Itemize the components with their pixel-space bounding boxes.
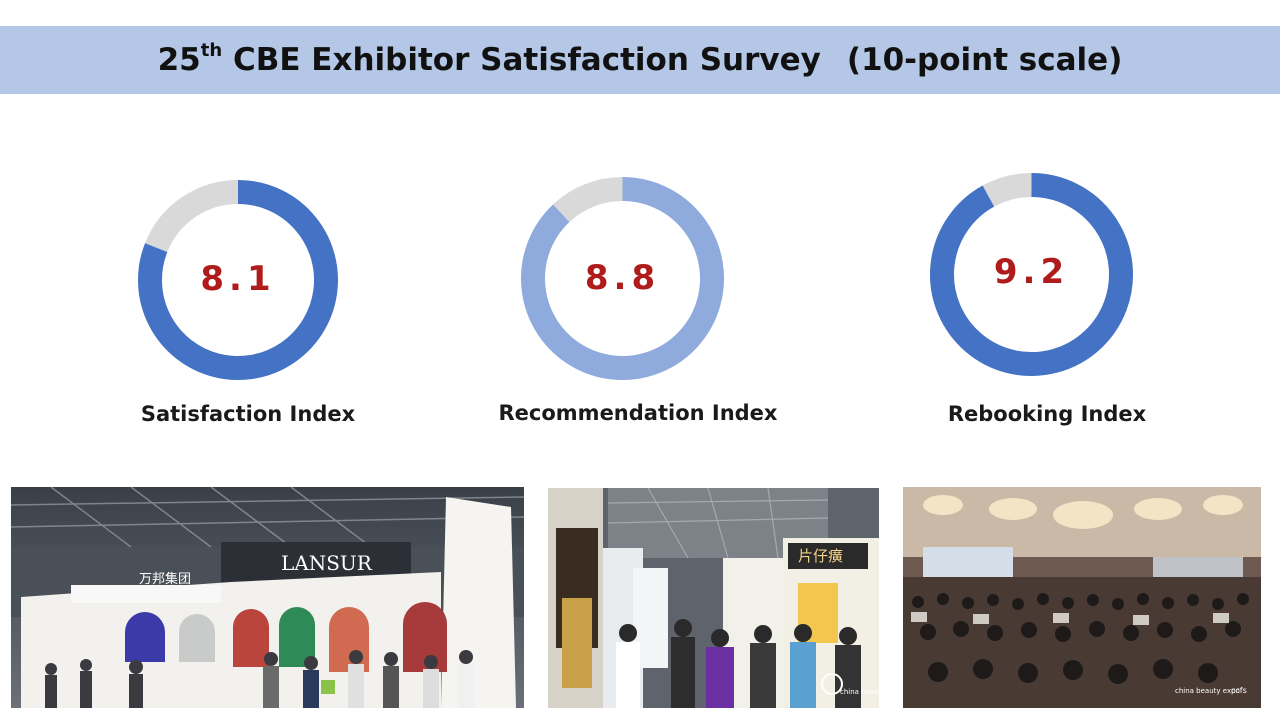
satisfaction-value-arc	[138, 180, 338, 380]
ccfs-logo: ccfs	[1231, 686, 1247, 695]
expo-logo-2: china beauty expo	[1175, 687, 1240, 695]
brand-sign-lansur: LANSUR	[281, 551, 373, 575]
rebooking-remainder-arc	[982, 173, 1032, 207]
exhibition-booth-photo: 万邦集团 LANSUR	[11, 487, 524, 708]
page-title: 25th CBE Exhibitor Satisfaction Survey (1…	[157, 40, 1123, 78]
recommendation-remainder-arc	[553, 177, 623, 223]
brand-sign-pianzaihuang: 片仔癀	[798, 547, 843, 565]
recommendation-value: 8.8	[584, 258, 661, 298]
brand-sign-wanbang: 万邦集团	[139, 571, 191, 587]
conference-hall-photo: china beauty expo ccfs	[903, 487, 1261, 708]
recommendation-donut-chart	[521, 177, 724, 380]
title-main: CBE Exhibitor Satisfaction Survey	[222, 42, 821, 78]
recommendation-value-arc	[521, 177, 724, 380]
rebooking-value: 9.2	[993, 252, 1070, 292]
title-scale: (10-point scale)	[846, 42, 1123, 78]
title-superscript: th	[200, 40, 223, 61]
expo-logo: china beauty expo	[840, 688, 879, 696]
satisfaction-donut: 8.1	[137, 179, 339, 381]
exhibition-aisle-photo: 片仔癀 china beauty expo	[548, 488, 879, 708]
rebooking-caption: Rebooking Index	[947, 402, 1147, 426]
title-bar: 25th CBE Exhibitor Satisfaction Survey (1…	[0, 26, 1280, 94]
rebooking-donut: 9.2	[929, 172, 1134, 377]
satisfaction-remainder-arc	[145, 180, 239, 253]
title-prefix: 25	[157, 42, 201, 78]
recommendation-caption: Recommendation Index	[498, 401, 778, 425]
satisfaction-value: 8.1	[200, 259, 276, 299]
satisfaction-donut-chart	[138, 180, 338, 380]
rebooking-value-arc	[930, 173, 1133, 376]
recommendation-donut: 8.8	[520, 176, 725, 381]
rebooking-donut-chart	[930, 173, 1133, 376]
satisfaction-caption: Satisfaction Index	[140, 402, 356, 426]
